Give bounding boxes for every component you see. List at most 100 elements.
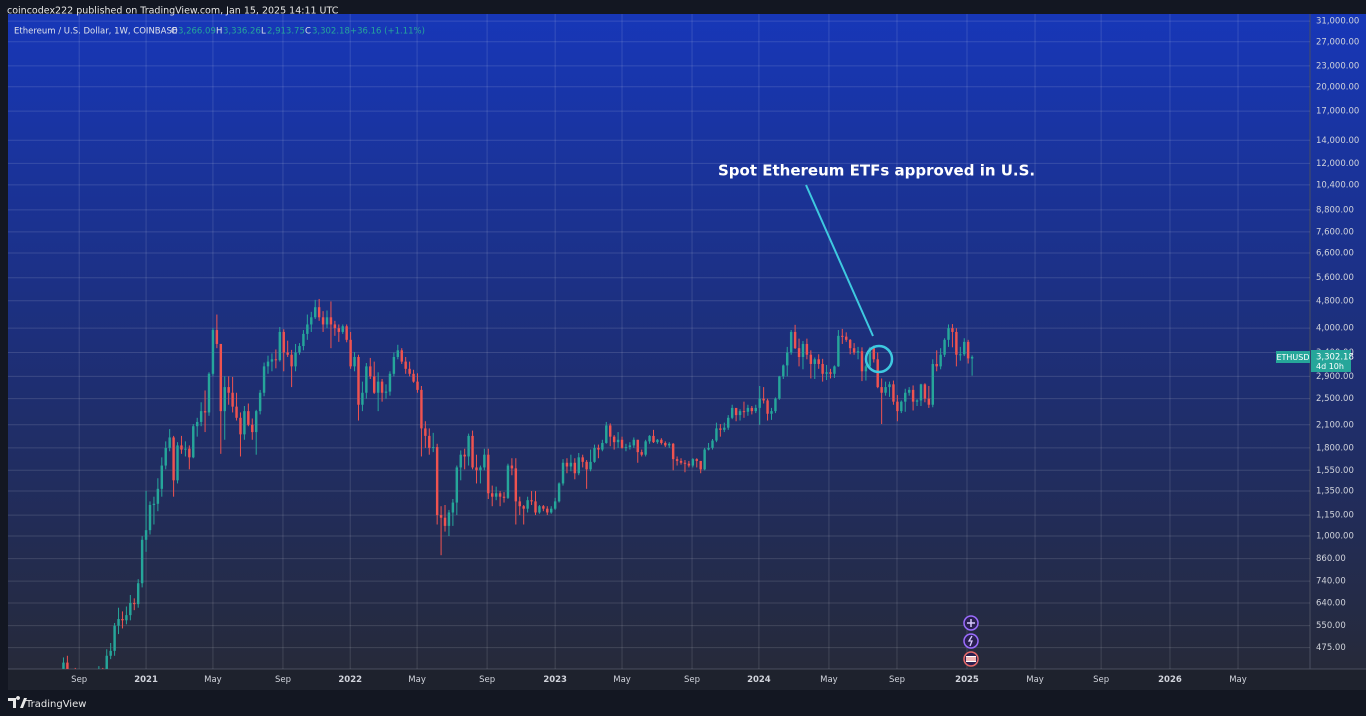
candle-body [369,366,372,377]
candle-body [813,359,816,364]
candle-body [939,354,942,367]
candle-body [321,317,325,325]
candle-body [711,440,714,448]
candle-body [199,411,203,422]
candle-body [770,411,773,414]
candle-body [526,500,529,509]
candle-body [251,424,254,433]
candle-body [679,460,683,463]
y-tick-label: 8,800.00 [1316,205,1354,215]
candle-body [235,406,238,418]
y-tick-label: 860.00 [1316,554,1346,564]
candle-body [109,650,112,656]
badge-symbol-bg [1276,351,1310,363]
candle-body [896,401,899,412]
candle-body [498,493,502,497]
candle-body [691,459,695,466]
candle-body [951,328,954,332]
candle-body [164,447,167,466]
candle-body [561,462,565,484]
y-tick-label: 1,150.00 [1316,511,1354,521]
candle-body [821,363,824,374]
candle-body [144,530,148,540]
candle-body [738,411,742,416]
y-tick-label: 1,350.00 [1316,487,1354,497]
candle-body [719,428,722,430]
event-icon-glyph [966,657,976,661]
candle-body [538,506,541,513]
candle-body [573,462,577,474]
candle-body [160,465,164,489]
candle-body [817,359,820,364]
legend-open: 3,266.09 [178,27,216,37]
annotation-text: Spot Ethereum ETFs approved in U.S. [718,162,1035,180]
candle-body [290,354,293,367]
candle-body [845,336,848,340]
candle-body [671,443,675,460]
candle-body [782,365,785,377]
legend-close: 3,302.18 [312,27,350,37]
candle-body [215,330,219,344]
candle-body [451,502,455,513]
candle-body [483,454,486,468]
y-tick-label: 12,000.00 [1316,159,1359,169]
x-tick-label: May [1229,675,1247,685]
candle-body [900,401,903,412]
candle-body [408,368,411,374]
x-tick-label: 2024 [747,675,771,685]
candle-body [380,381,384,393]
candle-body [490,493,494,497]
candle-body [384,391,388,393]
candle-body [585,461,588,470]
candle-body [927,398,931,405]
candle-body [274,359,278,361]
candle-body [703,449,706,470]
candle-body [546,508,549,513]
legend-symbol: Ethereum / U.S. Dollar, 1W, COINBASE [14,27,177,37]
candle-body [723,427,726,430]
candle-body [778,376,781,399]
y-tick-label: 4,000.00 [1316,324,1354,334]
candle-body [361,392,364,405]
candle-body [919,384,923,401]
y-tick-label: 475.00 [1316,643,1346,653]
badge-symbol: ETHUSD [1276,353,1309,362]
candle-body [286,352,289,355]
candle-body [506,465,510,498]
candle-body [121,619,124,621]
candle-body [192,426,195,458]
legend-change: +36.16 (+1.11%) [350,27,425,37]
legend-high: 3,336.26 [223,27,261,37]
candle-body [168,437,171,448]
candle-body [294,352,297,367]
candle-body [337,328,341,332]
annotation-arrow [805,184,874,337]
candle-body [357,356,360,405]
legend-h: H [216,27,222,37]
candle-body [494,493,498,497]
candle-body [62,662,65,669]
candle-body [487,454,490,494]
candle-body [687,463,691,466]
candle-body [774,398,777,412]
y-tick-label: 23,000.00 [1316,61,1359,71]
candle-body [534,501,537,513]
candle-body [266,361,270,367]
candle-body [404,361,407,369]
y-tick-label: 10,400.00 [1316,180,1359,190]
candle-body [762,398,765,401]
x-tick-label: May [820,675,838,685]
candle-body [313,307,317,318]
candle-body [262,366,266,393]
axis-labels: 475.00 550.00 640.00 740.00 860.00 1,000.00 1,… [71,17,1359,685]
candle-body [298,346,301,353]
brand-logo [8,696,27,708]
candle-body [825,372,828,374]
candle-body [133,602,136,605]
candle-body [837,335,840,367]
candle-body [195,421,199,427]
candle-body [396,350,400,357]
candle-body [904,392,907,402]
